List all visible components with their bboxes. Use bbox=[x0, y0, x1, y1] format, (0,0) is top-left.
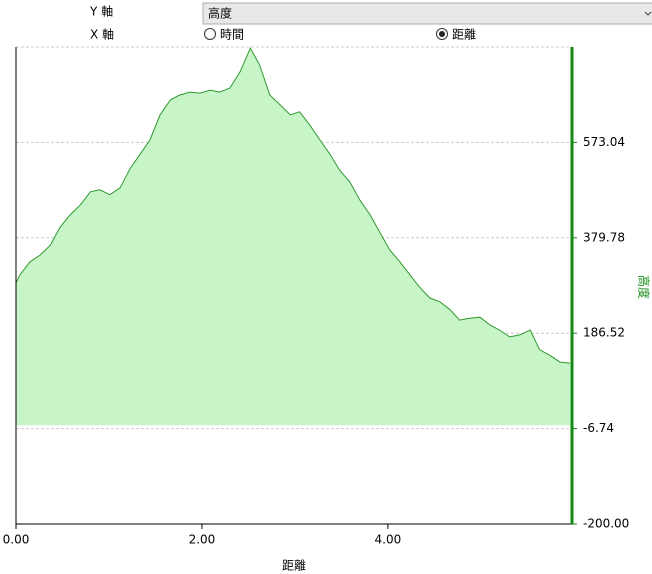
y-select[interactable] bbox=[202, 2, 652, 25]
y-axis-label: Y 軸 bbox=[89, 5, 113, 19]
area bbox=[16, 48, 571, 426]
y-select-value[interactable]: 高度 bbox=[208, 6, 232, 21]
y-tick-label: 379.78 bbox=[583, 230, 625, 244]
y-axis-title: 高度 bbox=[637, 275, 652, 299]
radio-label[interactable]: 時間 bbox=[220, 28, 244, 42]
x-axis-label: X 軸 bbox=[90, 28, 114, 42]
x-axis-title: 距離 bbox=[282, 559, 306, 573]
x-tick-label: 4.00 bbox=[375, 533, 402, 547]
y-tick-label: 186.52 bbox=[583, 326, 625, 340]
radio[interactable] bbox=[204, 28, 216, 40]
y-tick-label: 573.04 bbox=[583, 135, 625, 149]
x-tick-label: 0.00 bbox=[3, 533, 30, 547]
radio-dot[interactable] bbox=[439, 31, 445, 37]
radio-label[interactable]: 距離 bbox=[452, 28, 476, 42]
y-tick-label: -200.00 bbox=[583, 517, 629, 531]
line bbox=[15, 46, 571, 364]
x-tick-label: 2.00 bbox=[189, 533, 216, 547]
y-tick-label: -6.74 bbox=[583, 421, 614, 435]
dropdown-arrow[interactable] bbox=[644, 11, 652, 16]
